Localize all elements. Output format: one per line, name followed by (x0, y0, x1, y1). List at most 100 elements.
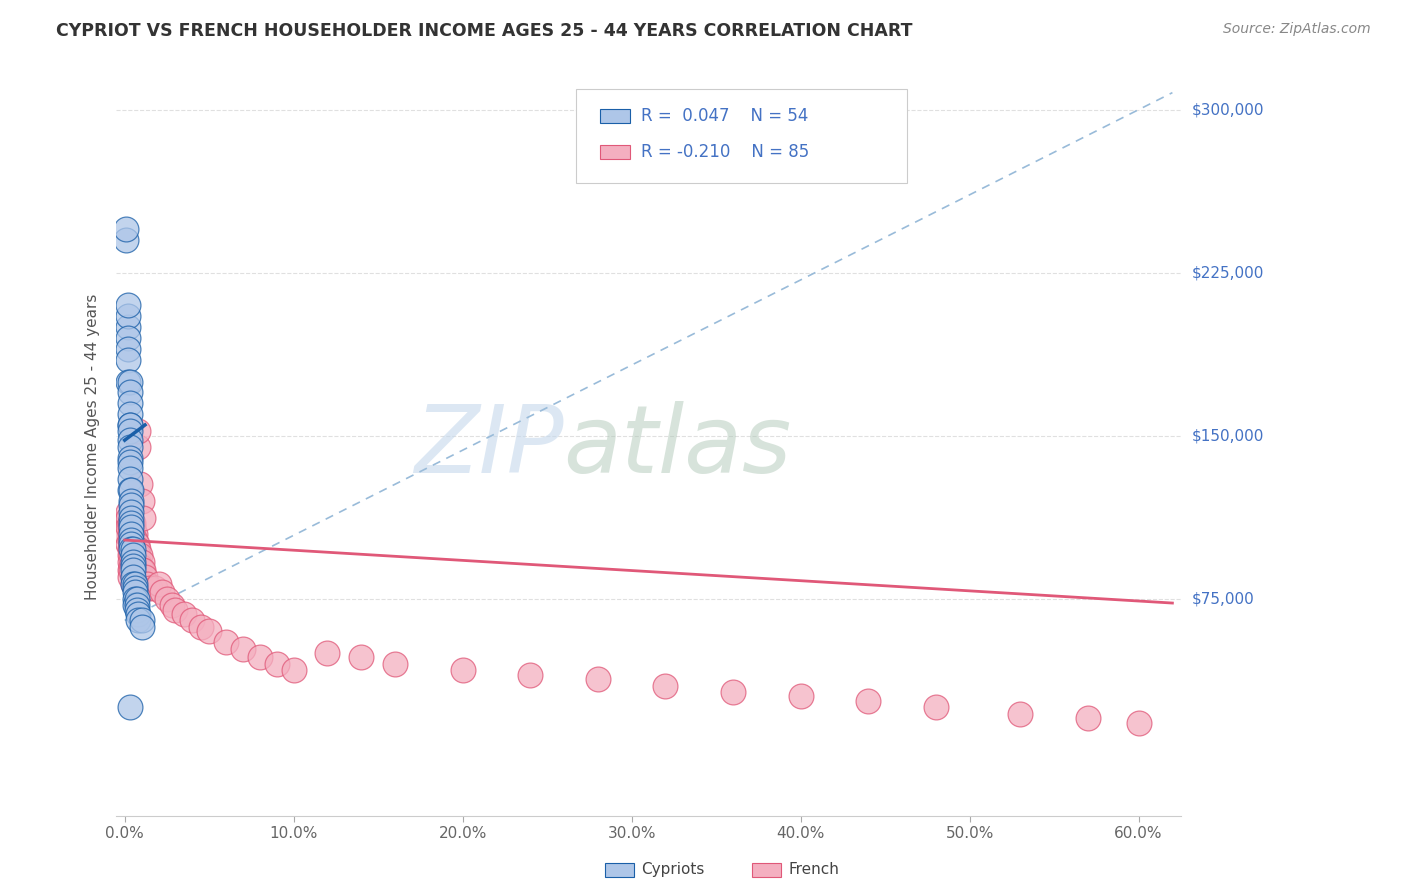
Point (121, 483, 143, 497)
Point (122, 555, 145, 569)
Point (121, 533, 143, 547)
Point (117, 520, 139, 534)
Point (858, 694, 880, 708)
Point (125, 537, 148, 551)
Point (117, 375, 139, 389)
Point (118, 385, 141, 400)
Point (121, 526, 143, 541)
Point (115, 233, 138, 247)
Text: French: French (789, 863, 839, 877)
Point (127, 541, 149, 556)
Point (125, 591, 148, 606)
Point (118, 417, 141, 432)
Point (122, 516, 145, 530)
Point (127, 548, 149, 562)
Point (1010, 706, 1032, 721)
Point (789, 690, 811, 704)
Point (232, 641, 254, 656)
Point (121, 559, 143, 574)
Point (122, 541, 145, 556)
Point (115, 516, 138, 530)
Point (115, 526, 138, 541)
Point (121, 516, 143, 530)
Point (124, 591, 146, 606)
Point (127, 440, 149, 454)
Point (117, 298, 139, 312)
Point (134, 570, 156, 584)
Text: Cypriots: Cypriots (641, 863, 704, 877)
Point (190, 620, 212, 634)
Point (121, 511, 143, 525)
Point (150, 585, 173, 599)
Text: R = -0.210    N = 85: R = -0.210 N = 85 (641, 143, 808, 161)
Point (117, 505, 139, 519)
Point (118, 396, 141, 410)
Point (124, 526, 146, 541)
Point (127, 559, 149, 574)
Point (165, 602, 187, 616)
Point (118, 548, 141, 562)
Y-axis label: Householder Income Ages 25 - 44 years: Householder Income Ages 25 - 44 years (86, 293, 100, 599)
Point (118, 425, 141, 439)
Text: $75,000: $75,000 (1192, 591, 1254, 607)
Text: atlas: atlas (564, 401, 792, 492)
Point (117, 342, 139, 356)
Point (122, 520, 145, 534)
Point (132, 564, 155, 578)
Point (124, 585, 146, 599)
Point (118, 533, 141, 547)
Point (131, 614, 153, 628)
Point (350, 650, 373, 665)
Point (124, 564, 146, 578)
Point (121, 494, 143, 508)
Point (1128, 715, 1150, 730)
Point (127, 607, 149, 621)
Point (118, 520, 141, 534)
Point (122, 564, 145, 578)
Text: ZIP: ZIP (413, 401, 564, 492)
Point (131, 494, 153, 508)
Point (118, 461, 141, 475)
Point (139, 581, 162, 595)
Point (198, 624, 221, 639)
Point (654, 679, 676, 693)
Point (129, 476, 152, 491)
Point (125, 564, 148, 578)
Point (118, 570, 141, 584)
Point (519, 667, 541, 681)
Point (451, 664, 474, 678)
Point (117, 331, 139, 345)
Point (721, 685, 744, 699)
Point (127, 614, 149, 628)
Point (118, 407, 141, 421)
Point (118, 440, 141, 454)
Point (125, 541, 148, 556)
Point (586, 672, 609, 686)
Point (122, 548, 145, 562)
Point (118, 483, 141, 497)
Point (118, 516, 141, 530)
Point (118, 433, 141, 447)
Point (283, 664, 305, 678)
Point (143, 581, 166, 595)
Point (135, 576, 157, 591)
Point (121, 526, 143, 541)
Text: $150,000: $150,000 (1192, 428, 1264, 443)
Point (249, 650, 271, 665)
Point (117, 310, 139, 324)
Point (124, 576, 146, 591)
Point (122, 570, 145, 584)
Point (125, 602, 148, 616)
Point (115, 222, 138, 236)
Point (118, 541, 141, 556)
Point (125, 555, 148, 569)
Point (122, 526, 145, 541)
Point (118, 472, 141, 486)
Text: R =  0.047    N = 54: R = 0.047 N = 54 (641, 107, 808, 125)
Point (925, 700, 948, 714)
Text: CYPRIOT VS FRENCH HOUSEHOLDER INCOME AGES 25 - 44 YEARS CORRELATION CHART: CYPRIOT VS FRENCH HOUSEHOLDER INCOME AGE… (56, 22, 912, 40)
Point (118, 417, 141, 432)
Point (122, 559, 145, 574)
Point (122, 576, 145, 591)
Point (316, 646, 339, 660)
